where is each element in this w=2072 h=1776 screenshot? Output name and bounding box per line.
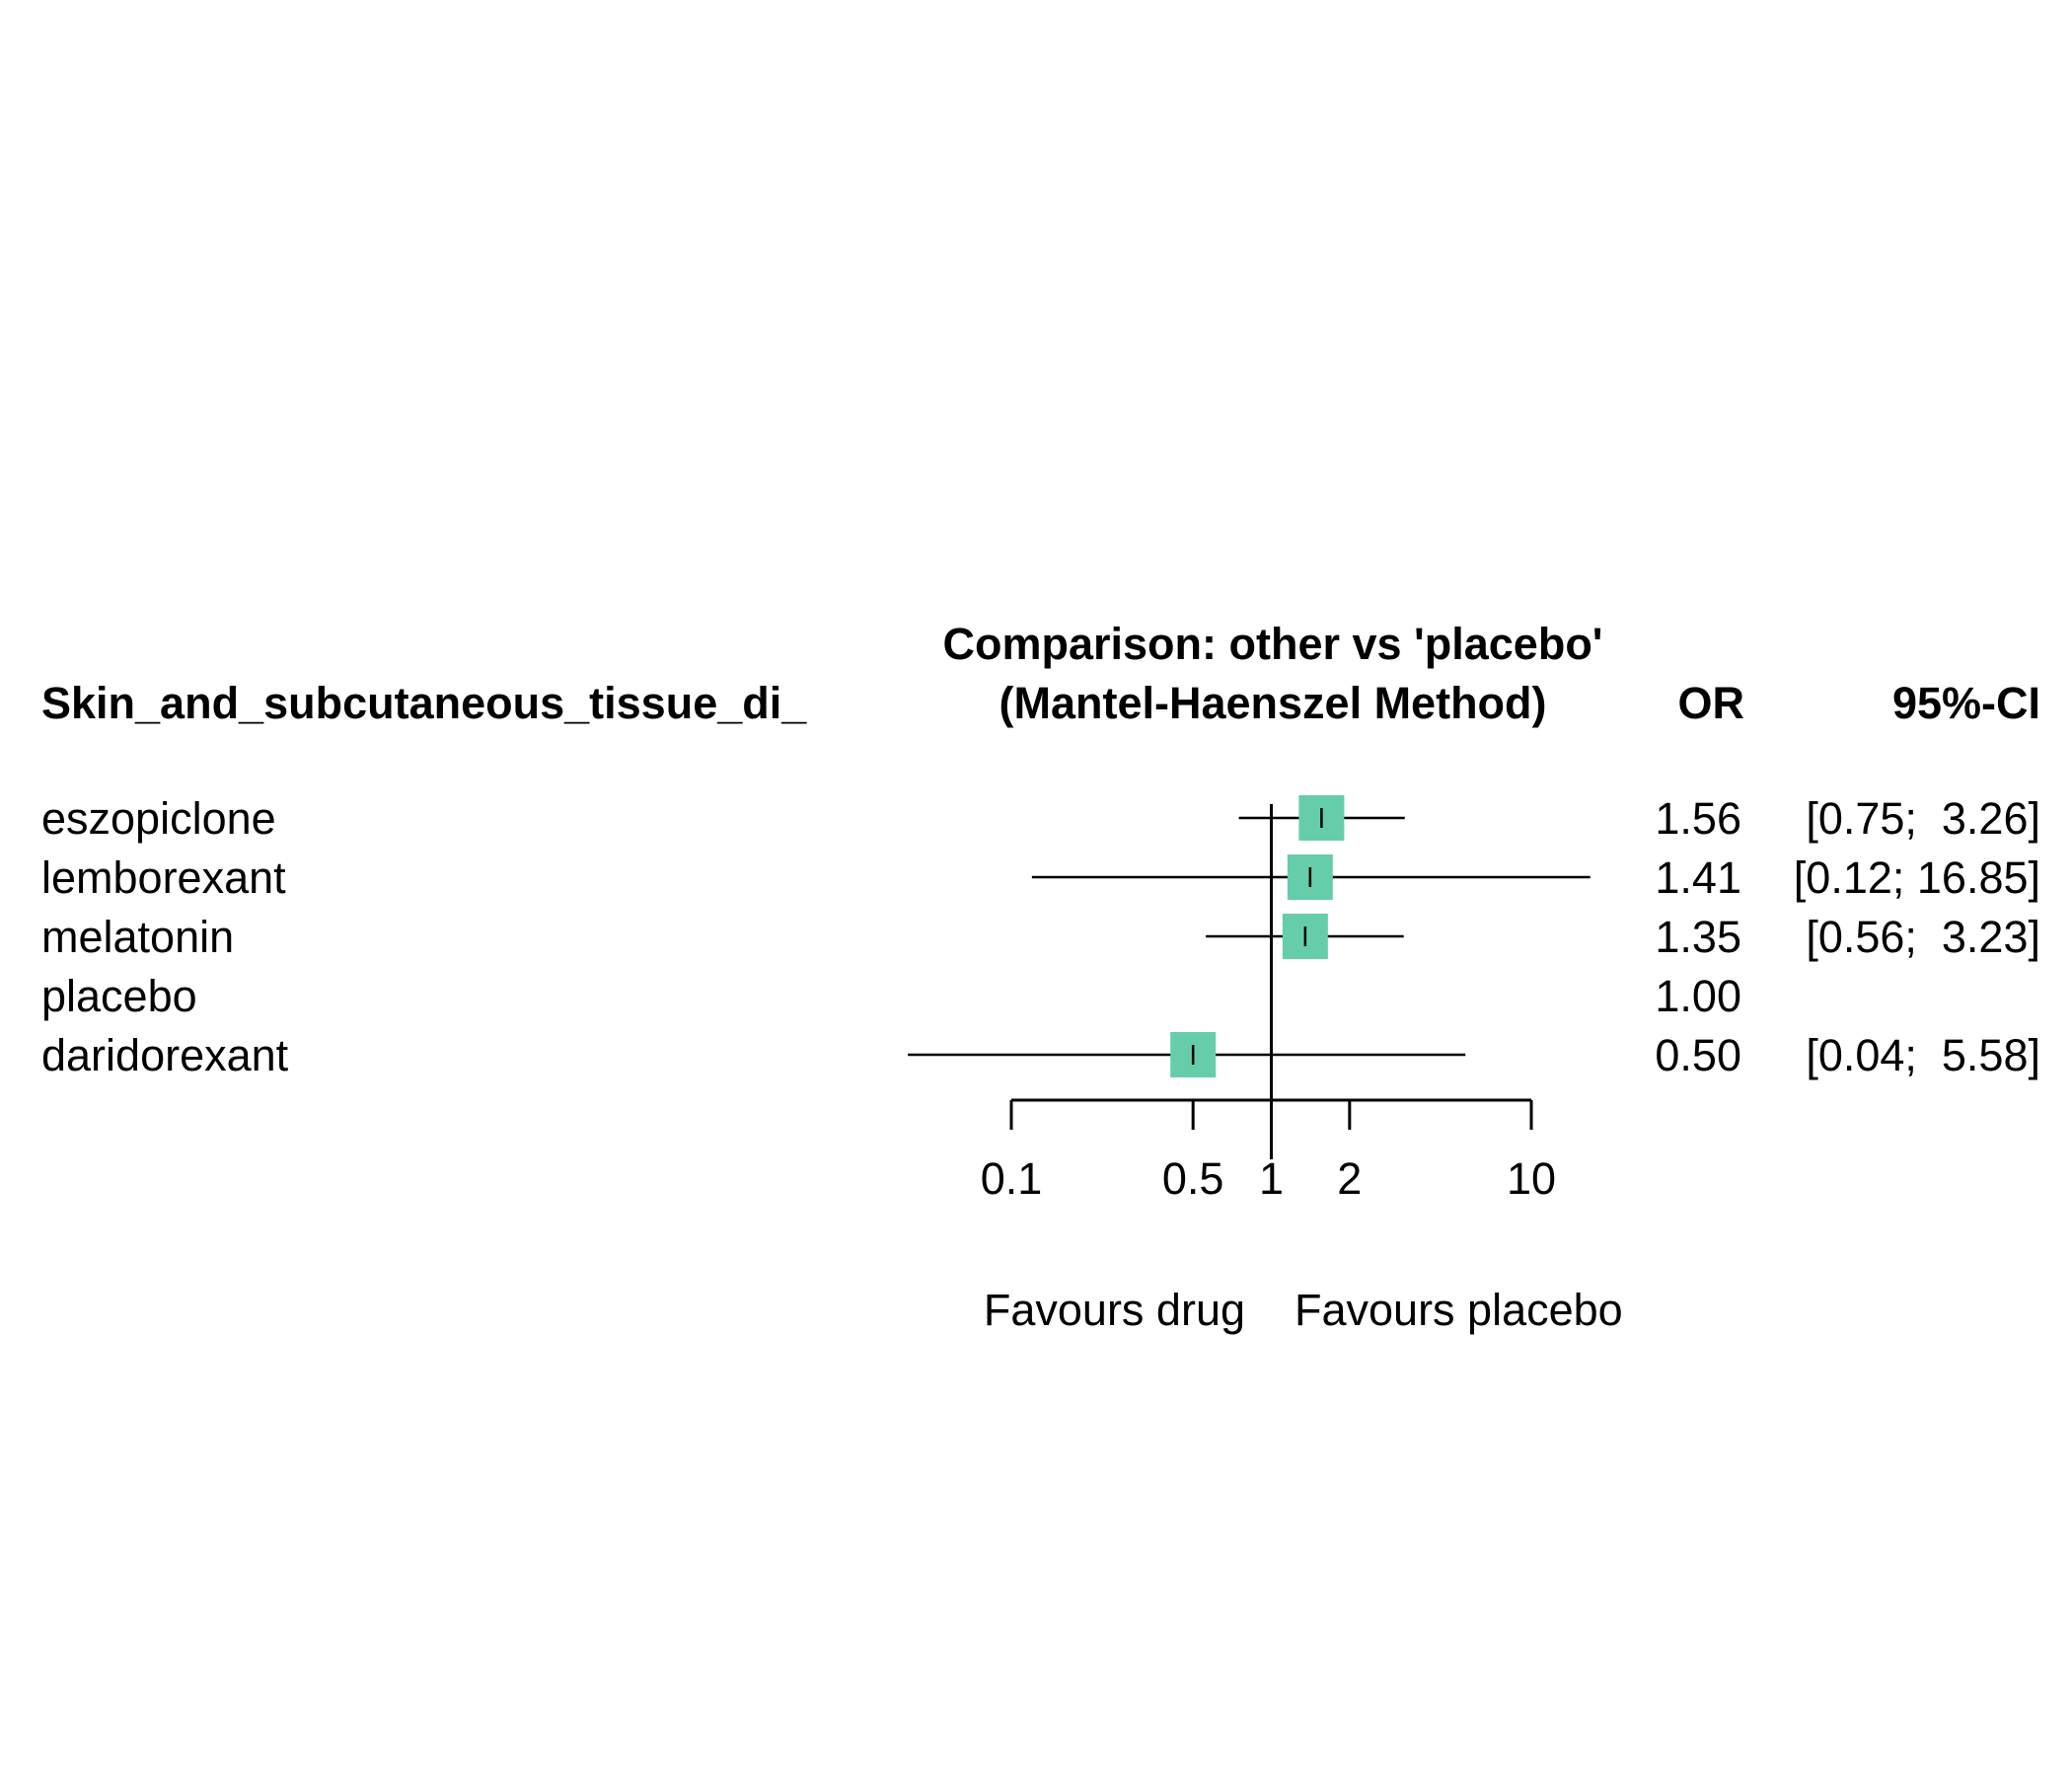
or-value: 1.41 — [1655, 852, 1741, 903]
row-label: daridorexant — [41, 1030, 289, 1080]
study-column-header: Skin_and_subcutaneous_tissue_di_ — [41, 678, 807, 728]
row-label: melatonin — [41, 912, 234, 962]
ci-value: [0.04; 5.58] — [1806, 1030, 2040, 1080]
plot-subtitle: (Mantel-Haenszel Method) — [999, 678, 1546, 728]
ci-value: [0.12; 16.85] — [1794, 852, 2040, 903]
or-column-header: OR — [1678, 678, 1745, 728]
ci-value: [0.56; 3.23] — [1806, 912, 2040, 962]
plot-title: Comparison: other vs 'placebo' — [942, 619, 1602, 669]
or-value: 1.00 — [1655, 971, 1741, 1021]
row-label: eszopiclone — [41, 793, 276, 844]
x-tick-label: 0.1 — [981, 1153, 1043, 1204]
x-tick-label: 1 — [1259, 1153, 1284, 1204]
ci-value: [0.75; 3.26] — [1806, 793, 2040, 844]
favours-right-label: Favours placebo — [1295, 1285, 1623, 1335]
row-label: placebo — [41, 971, 197, 1021]
or-value: 0.50 — [1655, 1030, 1741, 1080]
ci-column-header: 95%-CI — [1892, 678, 2040, 728]
favours-left-label: Favours drug — [984, 1285, 1245, 1335]
or-value: 1.56 — [1655, 793, 1741, 844]
x-tick-label: 0.5 — [1162, 1153, 1224, 1204]
row-label: lemborexant — [41, 852, 286, 903]
x-tick-label: 10 — [1507, 1153, 1556, 1204]
or-value: 1.35 — [1655, 912, 1741, 962]
x-tick-label: 2 — [1337, 1153, 1362, 1204]
